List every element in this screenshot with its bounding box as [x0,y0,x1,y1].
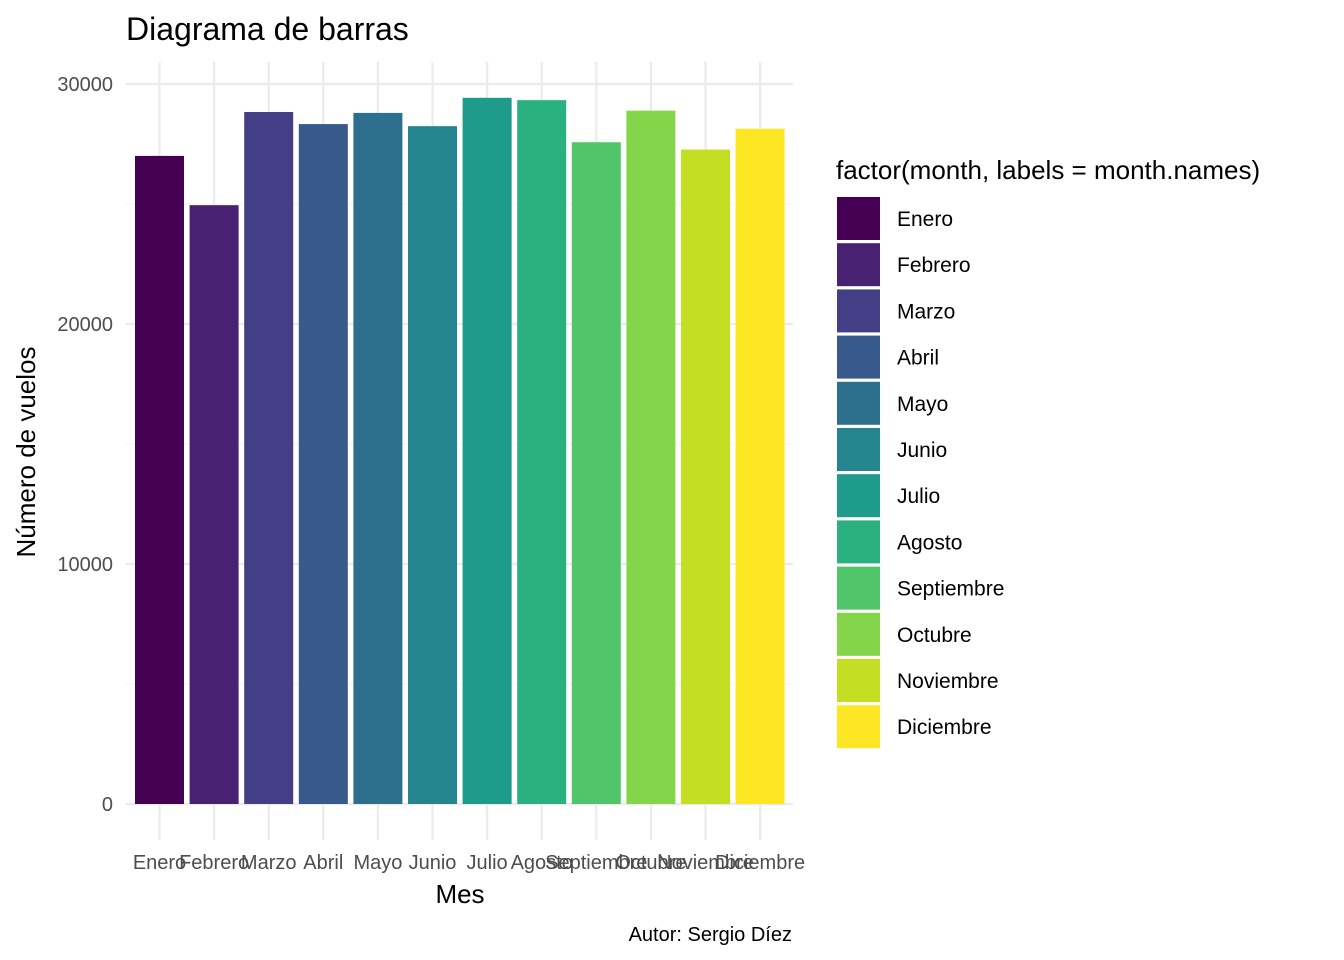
bar-febrero [189,205,239,804]
legend-key [837,197,880,240]
y-axis-title: Número de vuelos [11,347,41,558]
y-tick-label: 20000 [57,314,113,336]
legend-label: Diciembre [897,716,992,739]
bar-julio [462,97,512,805]
legend-key [837,612,880,656]
legend-key [837,474,880,518]
legend-key [837,659,880,702]
legend-label: Noviembre [897,670,999,693]
legend-label: Junio [897,439,947,462]
x-axis-title: Mes [435,879,484,909]
legend-label: Febrero [897,254,971,277]
bars [135,97,785,805]
y-tick-label: 10000 [57,554,113,576]
x-tick-label: Julio [467,852,508,874]
bar-abril [298,124,348,804]
legend-label: Agosto [897,531,962,554]
x-tick-label: Febrero [179,852,249,874]
legend-label: Septiembre [897,578,1004,601]
x-tick-label: Mayo [353,852,402,874]
legend-label: Julio [897,485,940,508]
legend-key [837,705,880,749]
x-tick-label: Junio [409,852,457,874]
x-tick-label: Octubre [615,852,686,874]
x-tick-label: Noviembre [657,852,754,874]
legend-title: factor(month, labels = month.names) [836,155,1260,185]
legend-key [837,381,880,425]
bar-marzo [244,111,294,804]
bar-junio [408,126,457,805]
legend-key [837,289,880,333]
chart-title: Diagrama de barras [126,11,409,47]
bar-agosto [517,100,567,805]
legend-key [837,520,880,564]
x-tick-label: Diciembre [715,852,805,874]
bar-mayo [353,112,403,804]
bar-enero [135,155,184,805]
legend-key [837,335,880,379]
x-tick-label: Marzo [241,852,297,874]
legend-label: Octubre [897,624,972,647]
x-tick-label: Abril [303,852,343,874]
bar-diciembre [735,128,785,804]
legend-label: Enero [897,208,953,231]
x-tick-label: Enero [133,852,186,874]
caption: Autor: Sergio Díez [629,924,792,946]
y-ticks: 0 10000 20000 30000 [57,74,113,816]
legend: Enero Febrero Marzo Abril Mayo Junio Julio Agos… [837,197,1004,749]
legend-key [837,243,880,287]
y-tick-label: 0 [102,794,113,816]
bar-septiembre [571,142,621,804]
x-tick-label: Agosto [511,852,573,874]
legend-key [837,428,880,471]
y-tick-label: 30000 [57,74,113,96]
legend-label: Marzo [897,300,955,323]
bar-noviembre [681,149,730,804]
legend-key [837,566,880,610]
x-tick-label: Septiembre [545,852,647,874]
legend-label: Abril [897,347,939,370]
bar-octubre [626,110,676,804]
legend-label: Mayo [897,393,948,416]
